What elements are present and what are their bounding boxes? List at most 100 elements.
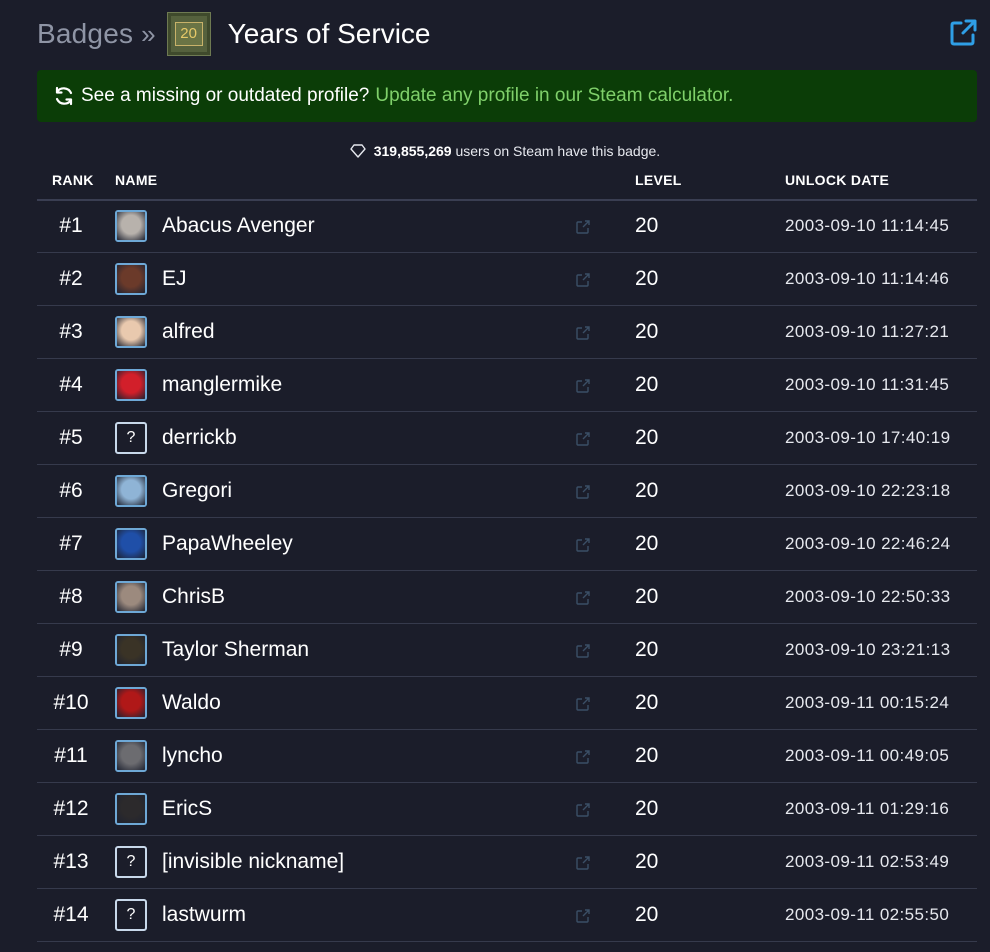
external-link-icon[interactable] xyxy=(575,272,591,288)
owner-count: 319,855,269 xyxy=(373,143,452,159)
row-level: 20 xyxy=(635,479,659,502)
table-row[interactable]: #3 alfred 20 2003-09-10 11:27:21 xyxy=(37,306,977,359)
column-header-name[interactable]: NAME xyxy=(115,172,158,188)
row-rank: #7 xyxy=(59,532,83,555)
row-rank: #2 xyxy=(59,267,83,290)
external-link-icon[interactable] xyxy=(575,219,591,235)
table-row[interactable]: #13? [invisible nickname] 20 2003-09-11 02:… xyxy=(37,836,977,889)
row-unlock-date: 2003-09-11 02:55:50 xyxy=(785,905,950,924)
column-header-rank[interactable]: RANK xyxy=(52,172,94,188)
table-row[interactable]: #2 EJ 20 2003-09-10 11:14:46 xyxy=(37,253,977,306)
player-name-link[interactable]: derrickb xyxy=(162,426,237,449)
table-header: RANK NAME LEVEL UNLOCK DATE xyxy=(37,165,977,201)
avatar-abacus-image xyxy=(117,212,145,240)
row-rank: #13 xyxy=(53,850,89,873)
row-level: 20 xyxy=(635,267,659,290)
row-unlock-date: 2003-09-10 11:27:21 xyxy=(785,322,950,341)
player-name-link[interactable]: Abacus Avenger xyxy=(162,214,315,237)
table-row[interactable]: #8 ChrisB 20 2003-09-10 22:50:33 xyxy=(37,571,977,624)
column-header-level[interactable]: LEVEL xyxy=(635,172,682,188)
avatar-stripe-image xyxy=(117,742,145,770)
avatar[interactable] xyxy=(115,369,147,401)
player-name-link[interactable]: EJ xyxy=(162,267,187,290)
row-level: 20 xyxy=(635,320,659,343)
player-name-link[interactable]: Taylor Sherman xyxy=(162,638,310,661)
external-link-icon[interactable] xyxy=(575,590,591,606)
row-level: 20 xyxy=(635,850,659,873)
row-unlock-date: 2003-09-10 23:21:13 xyxy=(785,640,951,659)
avatar[interactable] xyxy=(115,528,147,560)
external-link-icon[interactable] xyxy=(575,431,591,447)
external-link-icon[interactable] xyxy=(575,325,591,341)
external-link-icon[interactable] xyxy=(575,484,591,500)
column-header-unlock-date[interactable]: UNLOCK DATE xyxy=(785,172,890,188)
row-rank: #4 xyxy=(59,373,83,396)
external-link-icon[interactable] xyxy=(575,802,591,818)
player-name-link[interactable]: manglermike xyxy=(162,373,283,396)
avatar[interactable] xyxy=(115,793,147,825)
player-name-link[interactable]: lastwurm xyxy=(162,903,247,926)
external-link-icon[interactable] xyxy=(575,908,591,924)
refresh-icon xyxy=(55,86,73,106)
table-row[interactable]: #9 Taylor Sherman 20 2003-09-10 23:21:13 xyxy=(37,624,977,677)
external-link-icon[interactable] xyxy=(948,18,978,48)
avatar-pattern-image xyxy=(117,371,145,399)
table-row[interactable]: #7 PapaWheeley 20 2003-09-10 22:46:24 xyxy=(37,518,977,571)
player-name-link[interactable]: PapaWheeley xyxy=(162,532,293,555)
external-link-icon[interactable] xyxy=(575,749,591,765)
avatar-red-image xyxy=(117,689,145,717)
player-name-link[interactable]: Waldo xyxy=(162,691,221,714)
unknown-avatar-icon[interactable]: ? xyxy=(115,899,147,931)
row-rank: #3 xyxy=(59,320,83,343)
unknown-avatar-icon[interactable]: ? xyxy=(115,422,147,454)
avatar[interactable] xyxy=(115,316,147,348)
external-link-icon[interactable] xyxy=(575,537,591,553)
page-header: Badges » 20 Years of Service xyxy=(37,12,978,56)
unknown-avatar-icon[interactable]: ? xyxy=(115,846,147,878)
table-row[interactable]: #14? lastwurm 20 2003-09-11 02:55:50 xyxy=(37,889,977,942)
row-rank: #6 xyxy=(59,479,83,502)
row-level: 20 xyxy=(635,585,659,608)
player-name-link[interactable]: EricS xyxy=(162,797,213,820)
table-row[interactable]: #5? derrickb 20 2003-09-10 17:40:19 xyxy=(37,412,977,465)
row-unlock-date: 2003-09-11 02:53:49 xyxy=(785,852,950,871)
avatar[interactable] xyxy=(115,581,147,613)
external-link-icon[interactable] xyxy=(575,643,591,659)
player-name-link[interactable]: alfred xyxy=(162,320,215,343)
player-name-link[interactable]: [invisible nickname] xyxy=(162,850,345,873)
table-row[interactable]: #11 lyncho 20 2003-09-11 00:49:05 xyxy=(37,730,977,783)
avatar[interactable] xyxy=(115,210,147,242)
external-link-icon[interactable] xyxy=(575,378,591,394)
row-unlock-date: 2003-09-11 00:49:05 xyxy=(785,746,950,765)
player-name-link[interactable]: Gregori xyxy=(162,479,233,502)
avatar[interactable] xyxy=(115,634,147,666)
row-level: 20 xyxy=(635,373,659,396)
avatar[interactable] xyxy=(115,687,147,719)
table-row[interactable]: #12 EricS 20 2003-09-11 01:29:16 xyxy=(37,783,977,836)
row-rank: #12 xyxy=(53,797,89,820)
row-rank: #5 xyxy=(59,426,83,449)
player-name-link[interactable]: lyncho xyxy=(162,744,223,767)
external-link-icon[interactable] xyxy=(575,855,591,871)
row-level: 20 xyxy=(635,744,659,767)
row-rank: #10 xyxy=(53,691,89,714)
row-level: 20 xyxy=(635,532,659,555)
avatar-dark-image xyxy=(117,795,145,823)
leaderboard-table: #1 Abacus Avenger 20 2003-09-10 11:14:45 #2 E… xyxy=(37,200,977,942)
avatar-ej-image xyxy=(117,265,145,293)
table-row[interactable]: #6 Gregori 20 2003-09-10 22:23:18 xyxy=(37,465,977,518)
external-link-icon[interactable] xyxy=(575,696,591,712)
avatar[interactable] xyxy=(115,263,147,295)
breadcrumb-badges[interactable]: Badges xyxy=(37,18,134,49)
row-unlock-date: 2003-09-10 11:31:45 xyxy=(785,375,950,394)
table-row[interactable]: #1 Abacus Avenger 20 2003-09-10 11:14:45 xyxy=(37,200,977,253)
table-row[interactable]: #4 manglermike 20 2003-09-10 11:31:45 xyxy=(37,359,977,412)
table-row[interactable]: #10 Waldo 20 2003-09-11 00:15:24 xyxy=(37,677,977,730)
row-rank: #9 xyxy=(59,638,83,661)
row-unlock-date: 2003-09-10 11:14:46 xyxy=(785,269,950,288)
update-profile-link[interactable]: Update any profile in our Steam calculat… xyxy=(375,85,734,106)
avatar[interactable] xyxy=(115,740,147,772)
avatar[interactable] xyxy=(115,475,147,507)
player-name-link[interactable]: ChrisB xyxy=(162,585,226,608)
breadcrumb-separator: » xyxy=(141,18,156,49)
